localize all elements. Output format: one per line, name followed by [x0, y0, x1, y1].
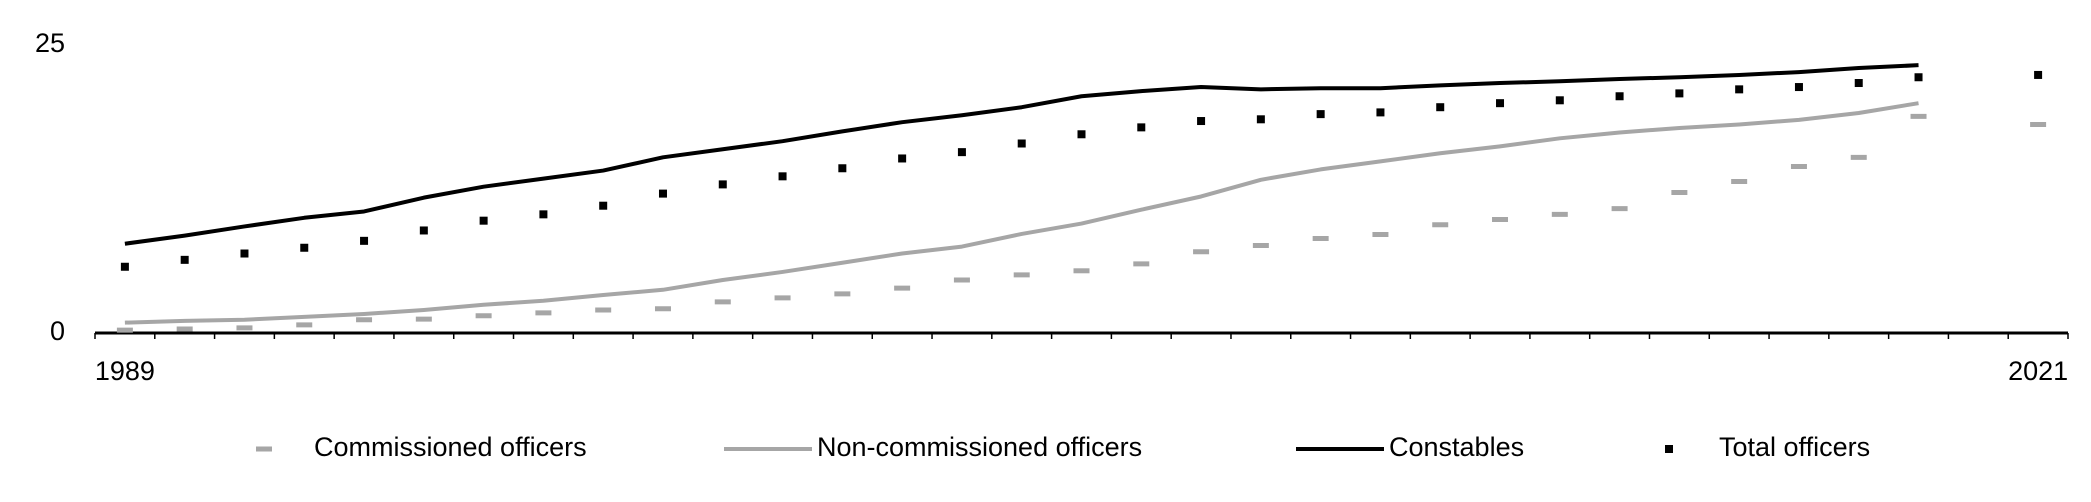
series-marker	[718, 180, 727, 189]
series-line	[124, 101, 1919, 325]
series-marker	[1376, 108, 1385, 117]
series-marker	[599, 201, 608, 210]
series-marker	[1615, 92, 1624, 101]
series-marker	[898, 154, 907, 163]
series-marker	[658, 189, 667, 198]
series-marker	[1735, 85, 1744, 94]
series-line	[124, 63, 1919, 246]
series-marker	[539, 210, 548, 219]
series-marker	[1854, 79, 1863, 88]
y-tick-label: 0	[50, 316, 65, 346]
x-tick-label: 2021	[2008, 356, 2068, 386]
series-marker	[120, 262, 129, 271]
legend-label: Total officers	[1719, 432, 1870, 462]
series-marker	[838, 164, 847, 173]
series-marker	[1017, 139, 1026, 148]
series-marker	[1496, 99, 1505, 108]
series-marker	[360, 236, 369, 245]
series-marker	[419, 226, 428, 235]
series-marker	[1316, 110, 1325, 119]
series-marker	[1077, 130, 1086, 139]
series-marker	[240, 249, 249, 258]
series-marker	[957, 148, 966, 157]
series-marker	[1794, 83, 1803, 92]
series-marker	[300, 243, 309, 252]
series-marker	[1197, 117, 1206, 126]
series-marker	[1914, 73, 1923, 82]
series-marker	[1137, 123, 1146, 132]
y-tick-label: 25	[35, 28, 65, 58]
series-marker	[1256, 115, 1265, 124]
series-marker	[1555, 96, 1564, 105]
legend-label: Commissioned officers	[314, 432, 587, 462]
series-marker	[1436, 103, 1445, 112]
series-marker	[2034, 70, 2043, 79]
series-marker	[180, 255, 189, 264]
legend-label: Constables	[1389, 432, 1524, 462]
series-marker	[778, 172, 787, 181]
legend-swatch	[1665, 445, 1673, 453]
series-marker	[1675, 89, 1684, 98]
legend-label: Non-commissioned officers	[817, 432, 1142, 462]
series-marker	[479, 216, 488, 225]
x-tick-label: 1989	[95, 356, 155, 386]
